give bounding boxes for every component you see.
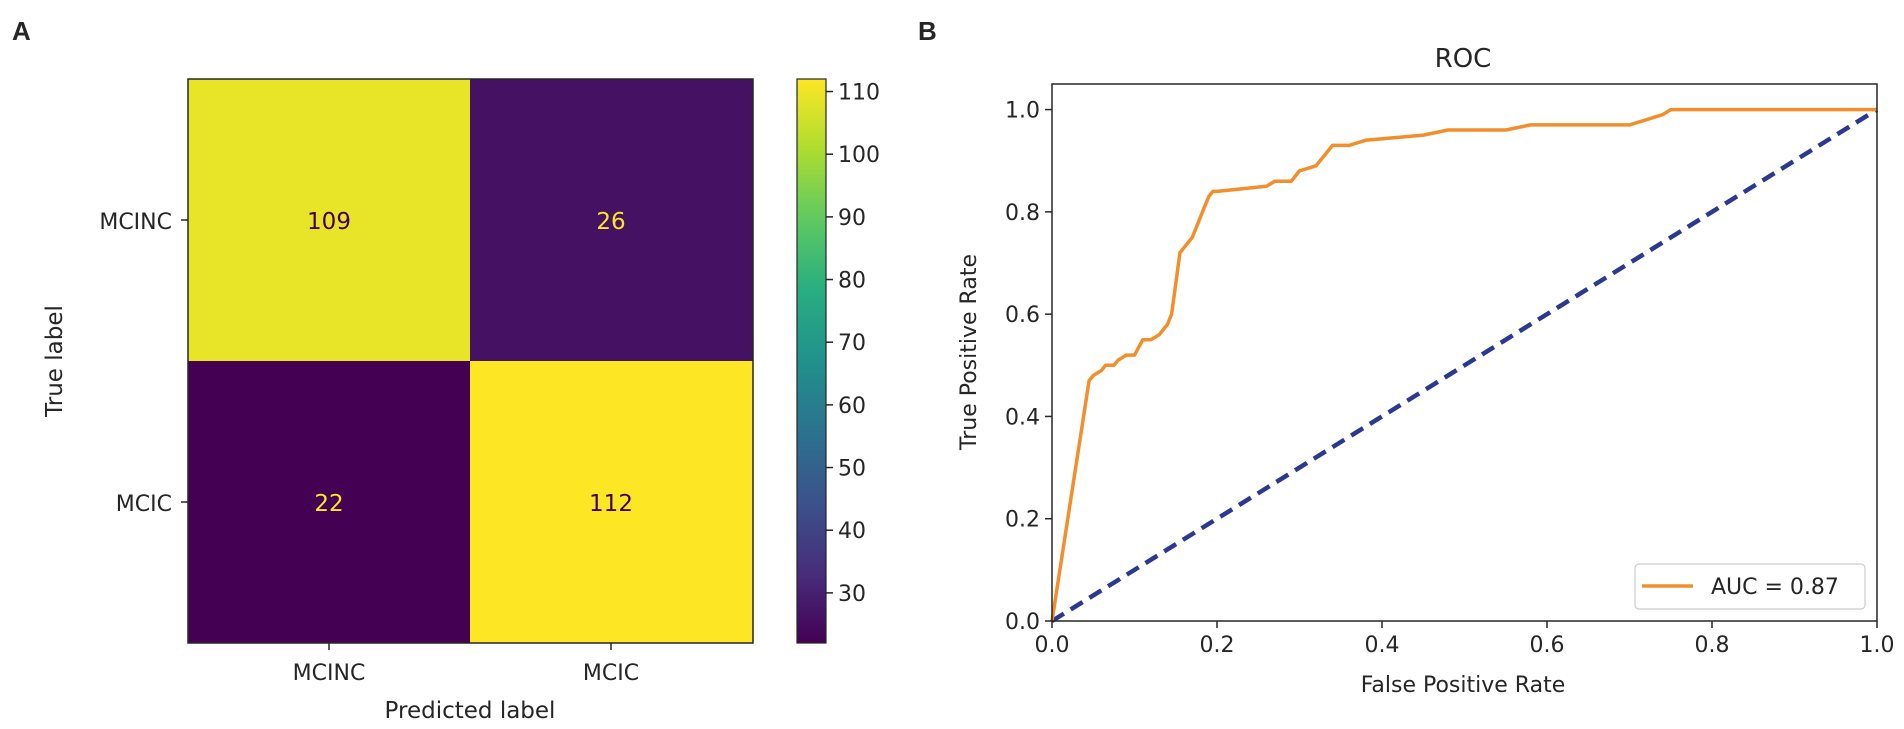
colorbar: 30 40 50 60 70 80 90 100 110 bbox=[796, 78, 880, 644]
cm-cell bbox=[188, 361, 470, 643]
cm-value: 22 bbox=[314, 491, 343, 517]
cm-frame bbox=[187, 78, 754, 644]
colorbar-tick-label: 40 bbox=[838, 519, 866, 544]
panel-label-a: A bbox=[12, 16, 31, 46]
colorbar-tick-label: 70 bbox=[838, 331, 866, 356]
roc-frame bbox=[1051, 83, 1878, 622]
roc-ytick-label: 0.2 bbox=[1005, 508, 1040, 533]
legend-box bbox=[1634, 563, 1866, 610]
cm-value: 112 bbox=[589, 491, 633, 517]
roc-title: ROC bbox=[1435, 44, 1492, 74]
cm-ylabel: True label bbox=[42, 305, 68, 418]
cm-ytick-label: MCIC bbox=[116, 492, 172, 517]
colorbar-tick-label: 60 bbox=[838, 394, 866, 419]
roc-legend: AUC = 0.87 bbox=[1634, 563, 1866, 610]
roc-chart: ROC 0.0 0.2 0.4 0.6 0.8 1.0 0.0 0.2 0.4 0.6 0.8 1.… bbox=[957, 44, 1895, 698]
roc-xtick-label: 1.0 bbox=[1860, 633, 1895, 658]
cm-xlabel: Predicted label bbox=[385, 698, 556, 724]
chance-line bbox=[1050, 107, 1879, 623]
roc-curve bbox=[1050, 107, 1877, 622]
roc-xtick-label: 0.4 bbox=[1365, 633, 1400, 658]
cm-cell bbox=[188, 79, 470, 361]
roc-ylabel: True Positive Rate bbox=[957, 254, 982, 451]
cm-value: 26 bbox=[596, 209, 625, 235]
roc-ytick-label: 0.4 bbox=[1005, 405, 1040, 430]
cm-xtick-label: MCINC bbox=[293, 661, 366, 686]
roc-xtick-label: 0.2 bbox=[1200, 633, 1235, 658]
colorbar-tick-label: 50 bbox=[838, 457, 866, 482]
colorbar-tick-label: 110 bbox=[838, 81, 880, 106]
legend-label: AUC = 0.87 bbox=[1711, 575, 1839, 600]
cm-cell bbox=[470, 361, 753, 643]
colorbar-tick-label: 30 bbox=[838, 582, 866, 607]
cm-cell bbox=[470, 79, 753, 361]
confusion-matrix: 109 26 22 112 MCINC MCIC MCINC MCIC Pred… bbox=[42, 78, 754, 724]
roc-xtick-label: 0.0 bbox=[1035, 633, 1070, 658]
roc-xtick-label: 0.6 bbox=[1530, 633, 1565, 658]
colorbar-tick-label: 90 bbox=[838, 206, 866, 231]
colorbar-gradient bbox=[796, 78, 827, 644]
roc-ytick-label: 0.8 bbox=[1005, 201, 1040, 226]
roc-xlabel: False Positive Rate bbox=[1361, 673, 1565, 698]
cm-ytick-label: MCINC bbox=[99, 210, 172, 235]
roc-xtick-label: 0.8 bbox=[1695, 633, 1730, 658]
colorbar-tick-label: 100 bbox=[838, 143, 880, 168]
cm-value: 109 bbox=[307, 209, 351, 235]
cm-xtick-label: MCIC bbox=[583, 661, 639, 686]
panel-label-b: B bbox=[918, 16, 937, 46]
colorbar-tick-label: 80 bbox=[838, 269, 866, 294]
roc-ytick-label: 1.0 bbox=[1005, 99, 1040, 124]
roc-ytick-label: 0.0 bbox=[1005, 610, 1040, 635]
roc-ytick-label: 0.6 bbox=[1005, 303, 1040, 328]
